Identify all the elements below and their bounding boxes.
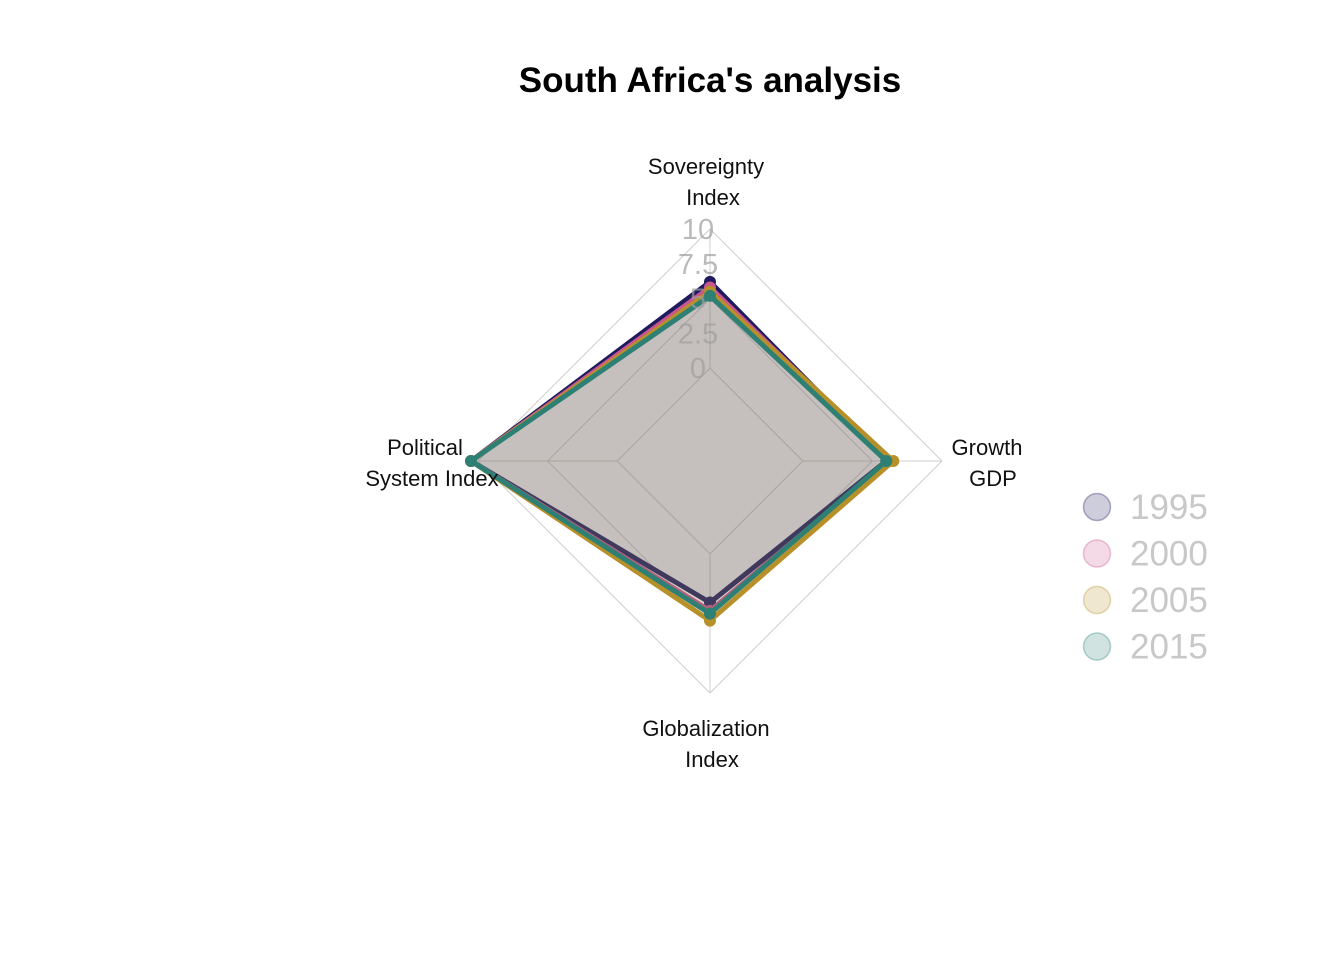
axis-label-1-0: Growth	[952, 435, 1023, 460]
radar-ticks: 02.557.510	[678, 214, 718, 385]
axis-label-3-0: Political	[387, 435, 463, 460]
tick-label-0: 0	[690, 353, 706, 385]
series-area-2015	[471, 295, 887, 614]
series-area-2005	[471, 291, 894, 621]
axis-label-3-1: System Index	[365, 466, 498, 491]
axis-labels: Sovereignty Index Growth GDP Globalization In…	[365, 154, 1022, 772]
legend-swatch-2000	[1082, 539, 1112, 568]
axis-label-1-1: GDP	[969, 466, 1017, 491]
legend-swatch-2015	[1082, 632, 1112, 661]
legend-label-1995: 1995	[1130, 488, 1208, 527]
legend: 1995 2000 2005 2015	[1082, 488, 1208, 667]
legend-label-2005: 2005	[1130, 581, 1208, 620]
tick-label-10: 10	[682, 214, 714, 246]
radar-series	[465, 275, 900, 627]
legend-swatch-1995	[1082, 492, 1112, 522]
legend-swatch-2005	[1082, 585, 1112, 615]
axis-label-0-0: Sovereignty	[648, 154, 764, 179]
tick-label-7.5: 7.5	[678, 249, 718, 281]
axis-label-2-0: Globalization	[642, 716, 769, 741]
axis-label-2-1: Index	[685, 747, 739, 772]
series-point-2015-0	[704, 289, 716, 302]
legend-label-2000: 2000	[1130, 535, 1208, 574]
tick-label-2.5: 2.5	[678, 318, 718, 350]
series-point-2015-3	[465, 455, 478, 467]
axis-label-0-1: Index	[686, 185, 740, 210]
series-point-2015-1	[880, 455, 893, 467]
legend-label-2015: 2015	[1130, 628, 1208, 667]
tick-label-5: 5	[690, 284, 706, 316]
chart-title: South Africa's analysis	[519, 61, 901, 100]
series-point-2015-2	[704, 607, 716, 620]
